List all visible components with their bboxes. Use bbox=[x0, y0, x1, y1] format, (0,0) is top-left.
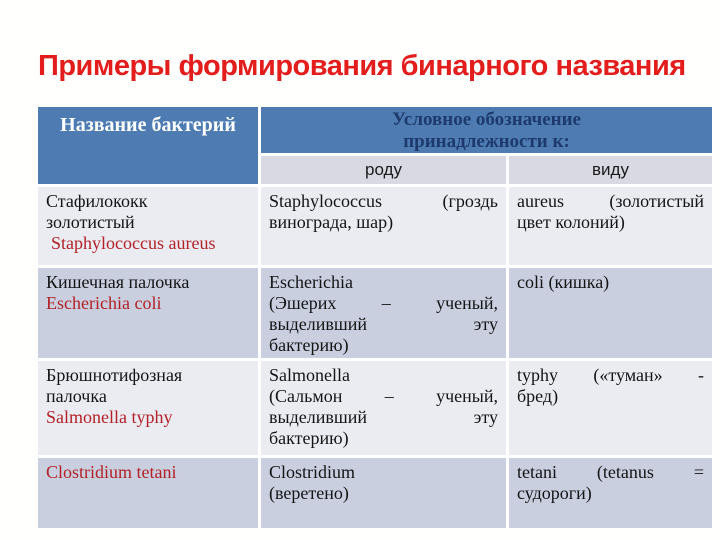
latin-name: Salmonella typhy bbox=[46, 407, 173, 427]
table-header-designation-line1: Условное обозначение bbox=[392, 109, 581, 130]
slide-title: Примеры формирования бинарного названия bbox=[38, 50, 686, 82]
bacteria-name-cell: Стафилококк золотистый Staphylococcus aure… bbox=[38, 187, 258, 265]
bacteria-table: Название бактерий Условное обозначение п… bbox=[38, 107, 712, 528]
species-cell: coli (кишка) bbox=[509, 268, 712, 358]
genus-cell: Escherichia (Эшерих – ученый, выделивший эту б… bbox=[261, 268, 506, 358]
species-cell: aureus (золотистый цвет колоний) bbox=[509, 187, 712, 265]
latin-name: Staphylococcus aureus bbox=[51, 233, 216, 253]
table-subheader-species: виду bbox=[509, 156, 712, 184]
table-header-designation: Условное обозначение принадлежности к: bbox=[261, 107, 712, 153]
bacteria-name-cell: Кишечная палочка Escherichia coli bbox=[38, 268, 258, 358]
genus-cell: Staphylococcus (гроздь винограда, шар) bbox=[261, 187, 506, 265]
latin-name: Escherichia coli bbox=[46, 293, 162, 313]
table-subheader-genus: роду bbox=[261, 156, 506, 184]
table-header-designation-line2: принадлежности к: bbox=[403, 131, 570, 152]
latin-name: Clostridium tetani bbox=[46, 462, 177, 482]
bacteria-name-cell: Брюшнотифозная палочка Salmonella typhy bbox=[38, 361, 258, 455]
species-cell: typhy («туман» - бред) bbox=[509, 361, 712, 455]
genus-cell: Salmonella (Сальмон – ученый, выделивший эту б… bbox=[261, 361, 506, 455]
genus-cell: Clostridium (веретено) bbox=[261, 458, 506, 528]
species-cell: tetani (tetanus = судороги) bbox=[509, 458, 712, 528]
bacteria-name-cell: Clostridium tetani bbox=[38, 458, 258, 528]
table-header-bacteria-name: Название бактерий bbox=[38, 107, 258, 184]
